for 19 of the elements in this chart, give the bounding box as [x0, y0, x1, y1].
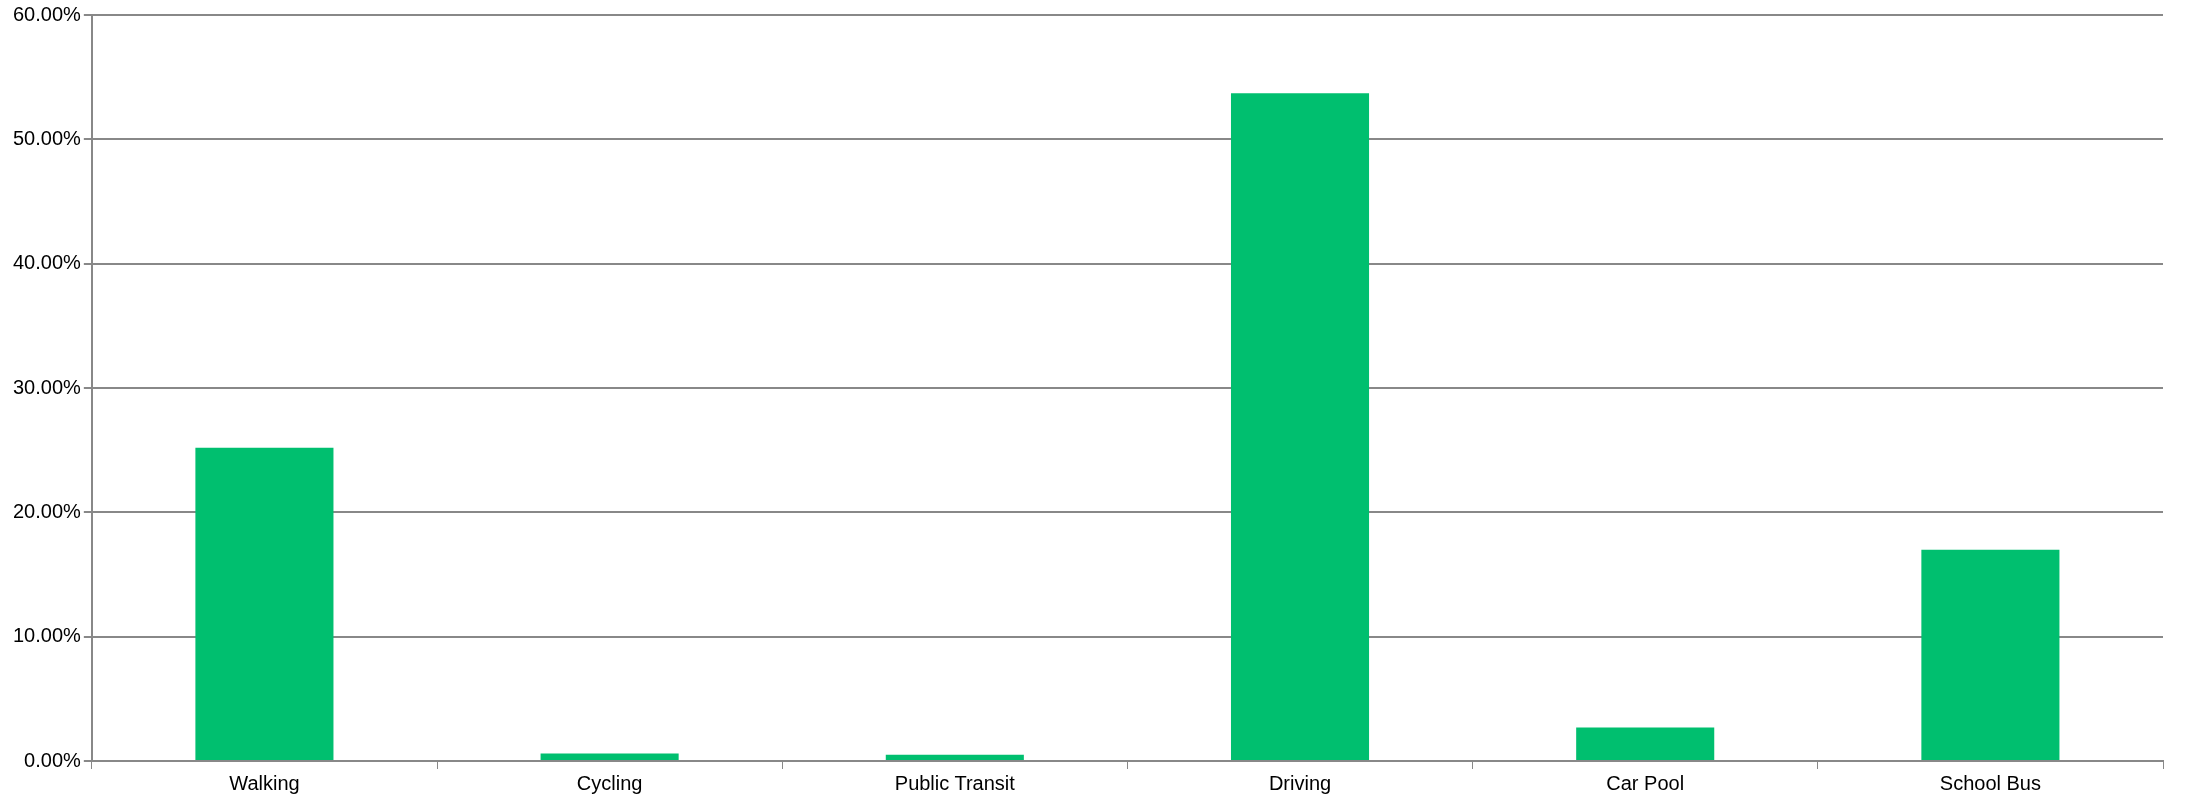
- x-tick-label: Cycling: [576, 771, 643, 794]
- y-tick-label: 0.00%: [24, 748, 82, 771]
- y-tick-label: 50.00%: [12, 126, 82, 149]
- x-tick-label: Driving: [1268, 771, 1332, 794]
- bar: [885, 754, 1024, 760]
- bar: [1921, 549, 2060, 760]
- y-tick-label: 40.00%: [12, 251, 82, 274]
- y-tick-label: 30.00%: [12, 375, 82, 398]
- bar: [1576, 727, 1715, 760]
- y-tick-label: 20.00%: [12, 499, 82, 522]
- y-tick-label: 60.00%: [12, 2, 82, 25]
- x-tick-label: Walking: [229, 771, 300, 794]
- x-tick-label: School Bus: [1939, 771, 2041, 794]
- bar: [540, 753, 679, 760]
- y-tick-label: 10.00%: [12, 624, 82, 647]
- x-tick-label: Car Pool: [1606, 771, 1685, 794]
- bar: [195, 447, 334, 760]
- x-tick-label: Public Transit: [894, 771, 1016, 794]
- bar: [1230, 93, 1370, 760]
